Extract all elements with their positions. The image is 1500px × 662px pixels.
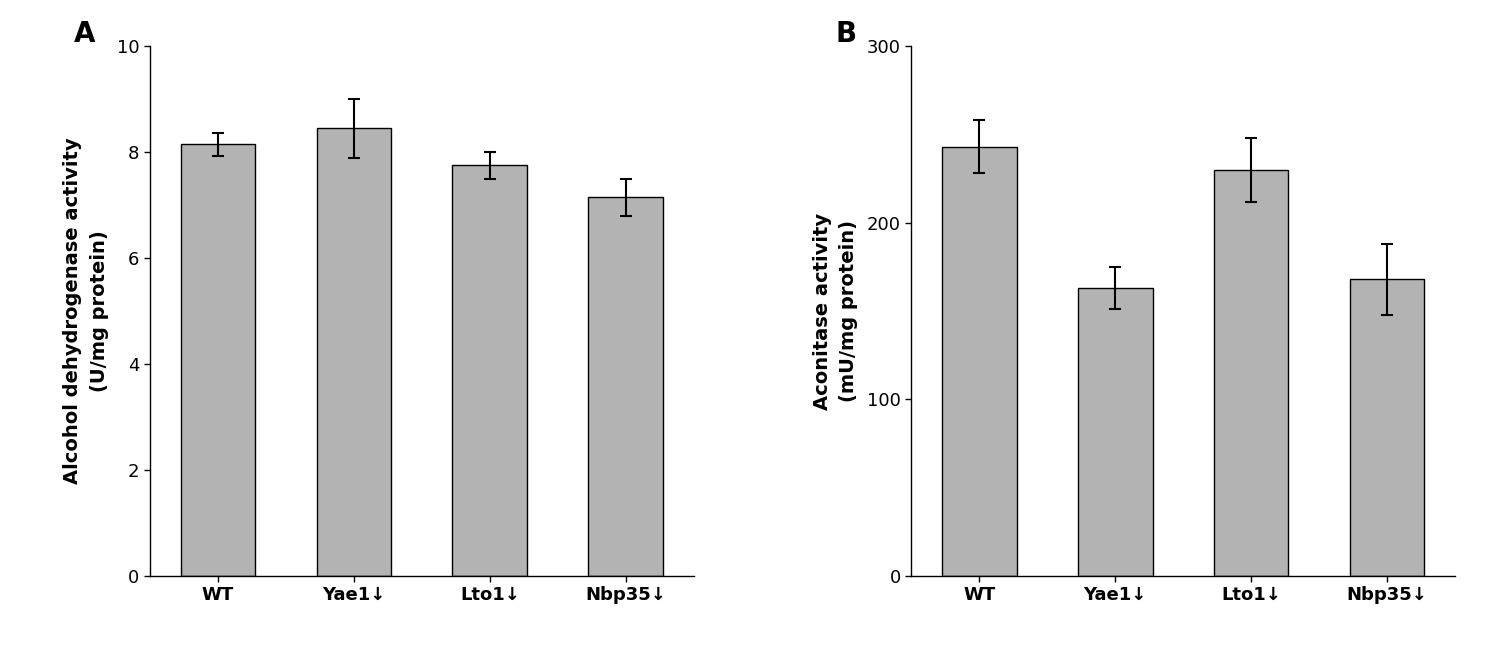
Bar <box>942 147 1017 576</box>
Text: A: A <box>74 20 96 48</box>
Text: B: B <box>836 20 856 48</box>
Bar <box>316 128 392 576</box>
Bar <box>588 197 663 576</box>
Y-axis label: Alcohol dehydrogenase activity
(U/mg protein): Alcohol dehydrogenase activity (U/mg pro… <box>63 138 108 485</box>
Bar <box>1078 288 1152 576</box>
Bar <box>1350 279 1425 576</box>
Bar <box>453 166 526 576</box>
Bar <box>1214 170 1288 576</box>
Y-axis label: Aconitase activity
(mU/mg protein): Aconitase activity (mU/mg protein) <box>813 213 858 410</box>
Bar <box>180 144 255 576</box>
